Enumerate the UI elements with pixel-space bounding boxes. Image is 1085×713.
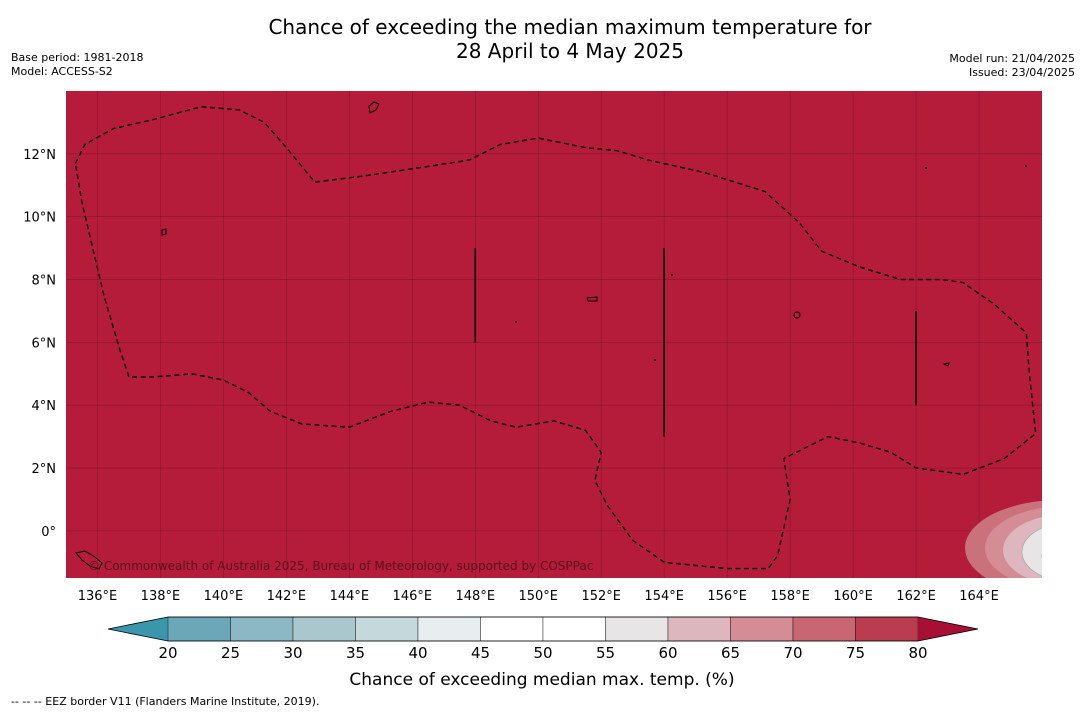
colorbar-label: 40	[408, 644, 427, 662]
lon-tick-label: 140°E	[204, 589, 244, 604]
colorbar-label: 65	[721, 644, 740, 662]
below-median-patch	[965, 500, 1042, 578]
colorbar-label: 70	[783, 644, 802, 662]
lat-tick-label: 10°N	[23, 211, 56, 226]
map-gridlines	[66, 91, 1042, 578]
colorbar-cell	[792, 616, 856, 642]
island-chains	[474, 248, 917, 437]
model-run: Model run: 21/04/2025	[949, 52, 1075, 65]
lon-tick-label: 144°E	[330, 589, 370, 604]
colorbar-over-arrow	[918, 617, 978, 641]
colorbar-label: 55	[596, 644, 615, 662]
colorbar-label: 30	[283, 644, 302, 662]
chart-title: Chance of exceeding the median maximum t…	[0, 15, 1085, 63]
lon-tick-label: 162°E	[896, 589, 936, 604]
colorbar-cell	[355, 616, 419, 642]
island-outlines	[75, 101, 1027, 570]
lat-tick-label: 8°N	[32, 274, 57, 289]
colorbar-cell	[292, 616, 356, 642]
colorbar-cell	[417, 616, 481, 642]
latitude-tick-labels: 12°N 10°N 8°N 6°N 4°N 2°N 0°	[23, 148, 56, 540]
lon-tick-label: 156°E	[707, 589, 747, 604]
lon-tick-label: 148°E	[456, 589, 496, 604]
lat-tick-label: 4°N	[32, 399, 57, 414]
colorbar-label: 35	[346, 644, 365, 662]
meta-right: Model run: 21/04/2025 Issued: 23/04/2025	[949, 52, 1075, 80]
colorbar-labels: 20 25 30 35 40 45 50 55 60 65 70 75 80	[158, 644, 927, 662]
colorbar-cell	[230, 616, 294, 642]
lon-tick-label: 136°E	[78, 589, 118, 604]
eez-footnote: -- -- -- EEZ border V11 (Flanders Marine…	[11, 695, 320, 708]
colorbar-title: Chance of exceeding median max. temp. (%…	[349, 670, 734, 690]
lon-tick-label: 138°E	[141, 589, 181, 604]
colorbar-cell	[605, 616, 669, 642]
lon-tick-label: 160°E	[833, 589, 873, 604]
lon-tick-label: 152°E	[581, 589, 621, 604]
lon-tick-label: 150°E	[518, 589, 558, 604]
colorbar-cell	[480, 616, 544, 642]
colorbar-cell	[167, 616, 231, 642]
forecast-map-figure: © Commonwealth of Australia 2025, Bureau…	[23, 91, 1042, 690]
lat-tick-label: 2°N	[32, 462, 57, 477]
colorbar-label: 50	[533, 644, 552, 662]
colorbar-label: 60	[658, 644, 677, 662]
colorbar-label: 80	[908, 644, 927, 662]
colorbar-cell	[542, 616, 606, 642]
title-line-1: Chance of exceeding the median maximum t…	[268, 15, 872, 39]
lat-tick-label: 6°N	[32, 336, 57, 351]
lon-tick-label: 142°E	[267, 589, 307, 604]
colorbar-label: 75	[846, 644, 865, 662]
copyright-credit: © Commonwealth of Australia 2025, Bureau…	[88, 559, 593, 573]
map-background	[66, 91, 1042, 578]
colorbar-under-arrow	[108, 617, 168, 641]
colorbar-cells	[167, 616, 919, 642]
title-line-2: 28 April to 4 May 2025	[456, 39, 684, 63]
model-name: Model: ACCESS-S2	[11, 65, 113, 78]
lon-tick-label: 154°E	[644, 589, 684, 604]
colorbar-cell	[855, 616, 919, 642]
colorbar-cell	[667, 616, 731, 642]
lon-tick-label: 146°E	[393, 589, 433, 604]
eez-border	[74, 105, 1037, 570]
meta-left: Base period: 1981-2018 Model: ACCESS-S2	[11, 51, 143, 79]
colorbar-cell	[730, 616, 794, 642]
lon-tick-label: 164°E	[959, 589, 999, 604]
colorbar-label: 45	[471, 644, 490, 662]
longitude-tick-labels: 136°E 138°E 140°E 142°E 144°E 146°E 148°E 150°E…	[78, 589, 999, 604]
colorbar-label: 20	[158, 644, 177, 662]
lon-tick-label: 158°E	[770, 589, 810, 604]
issued-date: Issued: 23/04/2025	[968, 66, 1075, 79]
lat-tick-label: 0°	[41, 525, 56, 540]
colorbar-label: 25	[221, 644, 240, 662]
colorbar-legend: 20 25 30 35 40 45 50 55 60 65 70 75 80 Chance of exc…	[107, 616, 979, 690]
lat-tick-label: 12°N	[23, 148, 56, 163]
base-period: Base period: 1981-2018	[11, 51, 144, 64]
